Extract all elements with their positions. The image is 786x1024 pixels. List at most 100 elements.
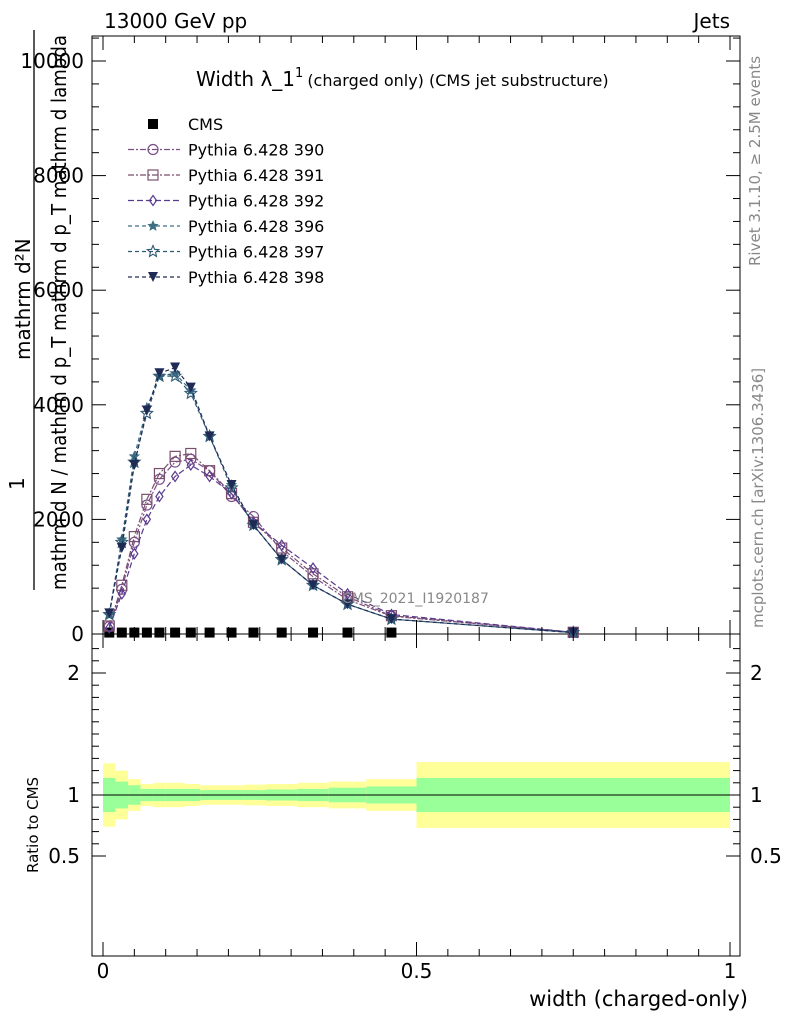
data-point — [224, 480, 239, 494]
y-tick-label: 8000 — [33, 164, 84, 188]
legend-marker — [147, 143, 159, 156]
data-point — [276, 554, 287, 565]
axis-ticks: 0 2000 4000 6000 8000 10000 0.5 0.5 1 1 2 2 0 0.5 1 — [20, 36, 782, 983]
legend-entry: Pythia 6.428 398 — [128, 268, 324, 287]
ylabel-frac-num: mathrm d²N — [11, 238, 35, 360]
data-point — [169, 456, 181, 468]
legend-marker — [147, 220, 159, 231]
data-point — [308, 562, 318, 575]
legend-entry: Pythia 6.428 391 — [128, 166, 324, 185]
ratio-y-tick-label: 2 — [750, 661, 763, 685]
data-point — [168, 368, 183, 383]
data-point — [185, 447, 197, 460]
legend-marker — [148, 272, 158, 282]
data-point — [205, 470, 214, 483]
legend-label: Pythia 6.428 398 — [188, 268, 324, 287]
ylabel-line1: 1 — [5, 477, 29, 490]
data-point — [154, 627, 165, 638]
series-line — [108, 366, 574, 634]
data-point — [169, 450, 181, 462]
x-tick-label: 0.5 — [401, 959, 433, 983]
ratio-y-tick-label: 2 — [67, 661, 80, 685]
ratio-y-tick-label: 0.5 — [750, 844, 782, 868]
legend-marker — [148, 119, 158, 129]
ratio-y-tick-label: 1 — [67, 783, 80, 807]
legend: CMS Pythia 6.428 390 Pythia 6.428 391 Pythi… — [128, 115, 324, 287]
x-tick-label: 1 — [724, 959, 737, 983]
plot-title-sup: 1 — [295, 66, 303, 81]
series-line — [108, 464, 574, 633]
data-point — [186, 458, 196, 472]
y-tick-label: 2000 — [33, 507, 84, 531]
data-point — [116, 579, 128, 591]
legend-label: CMS — [188, 115, 223, 134]
analysis-id: CMS_2021_I1920187 — [342, 591, 489, 607]
data-point — [141, 493, 153, 505]
data-point — [155, 490, 164, 503]
legend-label: Pythia 6.428 392 — [188, 192, 324, 211]
data-point — [342, 599, 353, 610]
legend-marker — [145, 244, 161, 258]
ratio-y-tick-label: 1 — [750, 783, 763, 807]
data-point — [104, 608, 115, 619]
x-tick-label: 0 — [97, 959, 110, 983]
data-point — [185, 382, 196, 393]
legend-marker — [148, 194, 158, 207]
data-point — [116, 533, 128, 545]
data-point — [170, 627, 181, 638]
data-point — [128, 530, 140, 543]
x-axis-label: width (charged-only) — [529, 987, 748, 1011]
data-point — [308, 580, 319, 591]
legend-entry: Pythia 6.428 396 — [128, 217, 324, 236]
data-point — [139, 405, 154, 420]
y-tick-label: 10000 — [20, 49, 84, 73]
legend-marker — [147, 169, 159, 181]
mcplots-label: mcplots.cern.ch [arXiv:1306.3436] — [749, 368, 767, 628]
ylabel-frac-den: mathrm d N / mathrm d p_T mathrm d p_T m… — [47, 35, 71, 590]
plot-title-main: Width λ_1 — [196, 67, 295, 91]
series-392 — [105, 458, 578, 639]
data-point — [342, 627, 353, 638]
data-point — [170, 470, 180, 483]
data-point — [226, 627, 237, 638]
ratio-y-tick-label: 0.5 — [48, 844, 80, 868]
legend-entry: Pythia 6.428 397 — [128, 243, 324, 262]
legend-label: Pythia 6.428 391 — [188, 166, 324, 185]
data-point — [386, 627, 397, 638]
data-point — [142, 513, 152, 526]
data-point — [152, 368, 167, 383]
data-point — [183, 385, 198, 400]
y-tick-label: 0 — [71, 622, 84, 646]
data-point — [153, 473, 166, 485]
legend-entry: CMS — [148, 115, 223, 134]
data-point — [116, 543, 127, 554]
legend-label: Pythia 6.428 396 — [188, 217, 324, 236]
data-point — [105, 621, 114, 634]
series-398 — [104, 362, 579, 638]
data-point — [130, 547, 139, 560]
data-point — [141, 499, 153, 511]
rivet-label: Rivet 3.1.10, ≥ 2.5M events — [746, 56, 764, 266]
data-point — [277, 539, 286, 552]
data-point — [129, 459, 140, 470]
data-point — [116, 627, 127, 638]
plot-title: Width λ_11 (charged only) (CMS jet substr… — [196, 66, 609, 91]
data-point — [248, 627, 259, 638]
data-point — [248, 520, 259, 531]
legend-label: Pythia 6.428 390 — [188, 141, 324, 160]
legend-entry: Pythia 6.428 392 — [128, 192, 324, 211]
header-left: 13000 GeV pp — [104, 9, 247, 33]
data-point — [204, 627, 215, 638]
header-right: Jets — [692, 9, 730, 33]
data-point — [141, 627, 152, 638]
data-point — [169, 367, 181, 379]
data-point — [386, 614, 397, 625]
data-point — [170, 362, 181, 373]
legend-label: Pythia 6.428 397 — [188, 243, 324, 262]
series-cms — [104, 627, 579, 638]
data-point — [185, 627, 196, 638]
data-point — [276, 627, 287, 638]
data-point — [308, 627, 319, 638]
legend-entry: Pythia 6.428 390 — [128, 141, 324, 160]
